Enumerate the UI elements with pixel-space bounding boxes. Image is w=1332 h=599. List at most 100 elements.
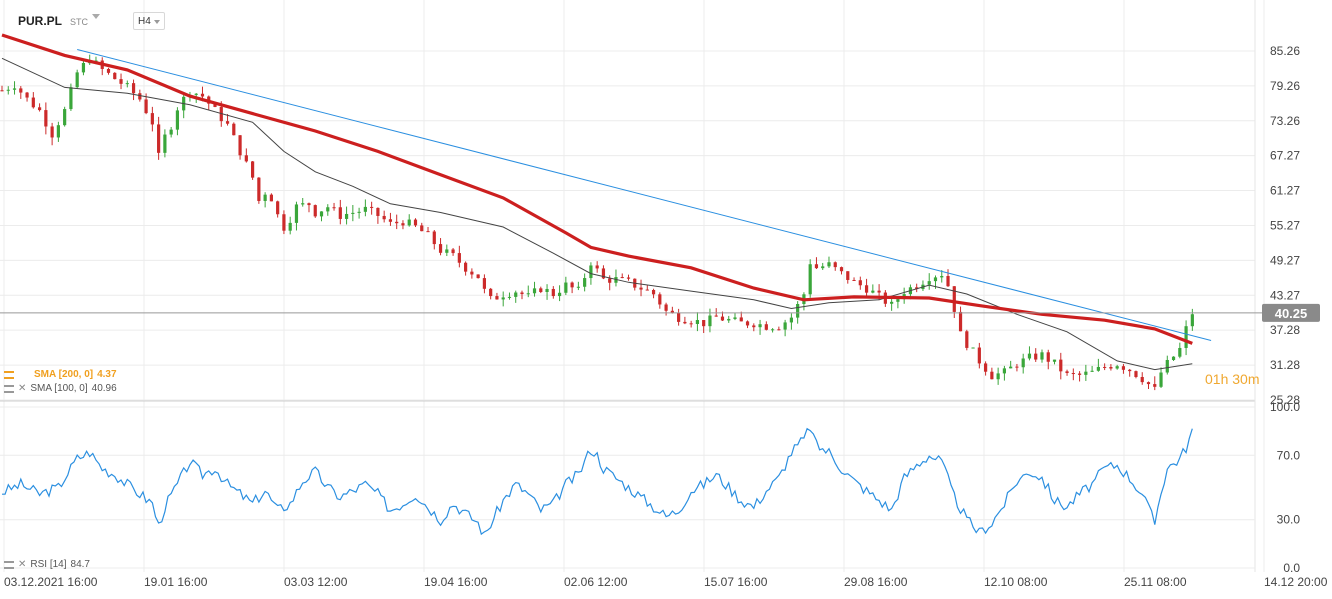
candle-body [639, 287, 643, 290]
candle-body [770, 329, 775, 331]
y-tick-label: 49.27 [1270, 253, 1300, 267]
candle-body [37, 107, 42, 111]
sma200-label: SMA [200, 0] [34, 369, 94, 380]
candle-body [263, 194, 267, 201]
candle-body [576, 286, 580, 288]
candle-body [877, 290, 881, 293]
trendline [77, 49, 1212, 341]
candle-body [482, 278, 487, 289]
candle-body [426, 231, 430, 233]
x-tick-label: 03.12.2021 16:00 [4, 575, 98, 589]
candle-body [451, 249, 455, 254]
chevron-down-icon [154, 20, 160, 24]
y-tick-label: 61.27 [1270, 184, 1300, 198]
candle-body [1184, 326, 1188, 348]
candle-body [238, 135, 242, 156]
candle-body [420, 225, 424, 232]
x-tick-label: 19.04 16:00 [424, 575, 488, 589]
x-tick-label: 19.01 16:00 [144, 575, 208, 589]
candle-body [169, 129, 173, 135]
close-icon[interactable]: ✕ [18, 559, 27, 570]
candle-body [1134, 371, 1138, 377]
candle-body [413, 219, 418, 226]
candle-body [1165, 359, 1169, 373]
candle-body [984, 363, 988, 372]
candle-body [545, 288, 549, 293]
candle-body [194, 93, 198, 95]
legend-sma100[interactable]: ✕ SMA [100, 0] 40.96 [4, 383, 117, 394]
candle-body [1040, 352, 1044, 360]
candle-body [689, 323, 693, 325]
candle-body [1021, 358, 1025, 368]
candle-body [307, 203, 311, 206]
rsi-label: RSI [14] [30, 559, 67, 570]
symbol-name[interactable]: PUR.PL [18, 14, 63, 28]
candle-body [357, 211, 361, 213]
candle-body [1071, 373, 1075, 375]
candle-body [727, 318, 731, 321]
sma200-line [1, 33, 1193, 345]
x-tick-label: 14.12 20:00 [1264, 575, 1328, 589]
candlestick-series [0, 54, 1194, 391]
candle-body [1090, 370, 1094, 372]
candle-body [739, 317, 743, 322]
candle-body [1121, 366, 1126, 370]
legend-sma200[interactable]: SMA [200, 0] 4.37 [4, 369, 117, 380]
overlay-lines: 40.25 [0, 33, 1320, 371]
candle-body [163, 134, 167, 153]
candle-body [557, 292, 562, 297]
rsi-y-tick-label: 70.0 [1277, 448, 1301, 462]
candle-body [56, 125, 60, 138]
candle-body [927, 281, 931, 285]
settings-icon[interactable] [4, 370, 14, 379]
candle-body [1171, 356, 1176, 360]
close-icon[interactable]: ✕ [18, 383, 27, 394]
rsi-panel [2, 427, 1193, 536]
y-tick-label: 73.26 [1270, 114, 1300, 128]
candle-body [125, 83, 129, 85]
candle-body [764, 324, 768, 330]
candle-body [244, 155, 248, 162]
candle-body [896, 299, 900, 302]
candle-body [338, 207, 342, 219]
y-tick-label: 25.28 [1270, 393, 1300, 407]
candle-body [388, 219, 393, 222]
candle-body [990, 371, 994, 380]
candle-body [777, 329, 781, 331]
rsi-y-tick-label: 0.0 [1283, 561, 1300, 575]
candle-body [213, 103, 217, 107]
candle-body [288, 222, 292, 231]
candle-body [351, 212, 355, 214]
candle-body [363, 206, 367, 212]
candle-body [626, 277, 631, 279]
candle-body [1046, 352, 1050, 362]
candle-body [113, 72, 117, 80]
candle-body [570, 282, 574, 288]
candle-body [332, 207, 336, 209]
timeframe-select[interactable]: H4 [133, 12, 165, 30]
symbol-dropdown-icon[interactable] [92, 14, 100, 19]
candle-body [670, 310, 674, 313]
candle-body [595, 265, 599, 269]
candle-body [470, 271, 474, 275]
candle-body [407, 219, 411, 226]
candle-body [708, 315, 712, 327]
x-tick-label: 25.11 08:00 [1124, 575, 1187, 589]
sma200-value: 4.37 [97, 369, 117, 380]
settings-icon[interactable] [4, 384, 14, 393]
candle-body [319, 211, 324, 217]
candle-body [758, 324, 762, 328]
candle-body [752, 325, 756, 328]
candle-body [464, 262, 468, 272]
candle-body [532, 288, 537, 294]
candle-body [175, 110, 180, 130]
settings-icon[interactable] [4, 560, 14, 569]
candle-body [608, 278, 612, 283]
candle-body [651, 289, 656, 295]
candle-body [1059, 359, 1063, 372]
candle-body [1084, 371, 1088, 375]
legend-rsi[interactable]: ✕ RSI [14] 84.7 [4, 559, 90, 570]
last-price-tag [1262, 303, 1320, 322]
x-tick-label: 12.10 08:00 [984, 575, 1048, 589]
